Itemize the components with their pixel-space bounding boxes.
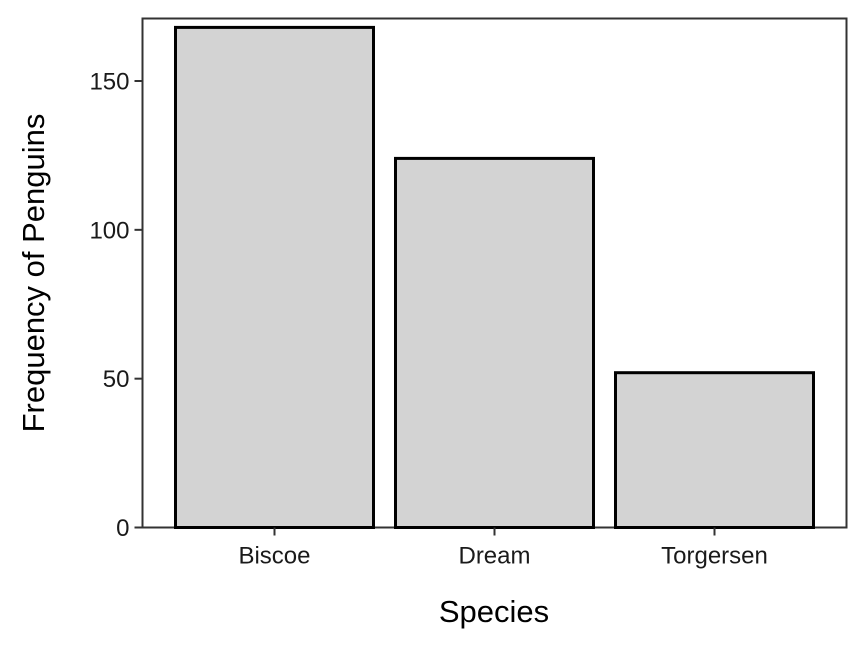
y-tick-label: 50 xyxy=(103,366,130,393)
x-tick-label-dream: Dream xyxy=(458,543,530,570)
y-tick-label: 150 xyxy=(89,69,129,96)
x-tick-label-torgersen: Torgersen xyxy=(661,543,768,570)
bar-biscoe xyxy=(174,25,375,530)
y-tick-label: 100 xyxy=(89,217,129,244)
y-axis-title: Frequency of Penguins xyxy=(16,114,51,433)
bars-group xyxy=(174,25,815,530)
bar-torgersen xyxy=(614,371,815,530)
x-tick-label-biscoe: Biscoe xyxy=(238,543,310,570)
x-axis: Biscoe Dream Torgersen xyxy=(238,527,768,570)
x-axis-title: Species xyxy=(439,594,549,629)
y-axis: 0 50 100 150 xyxy=(89,69,143,542)
bar-dream xyxy=(394,156,595,529)
y-tick-label: 0 xyxy=(116,515,129,542)
